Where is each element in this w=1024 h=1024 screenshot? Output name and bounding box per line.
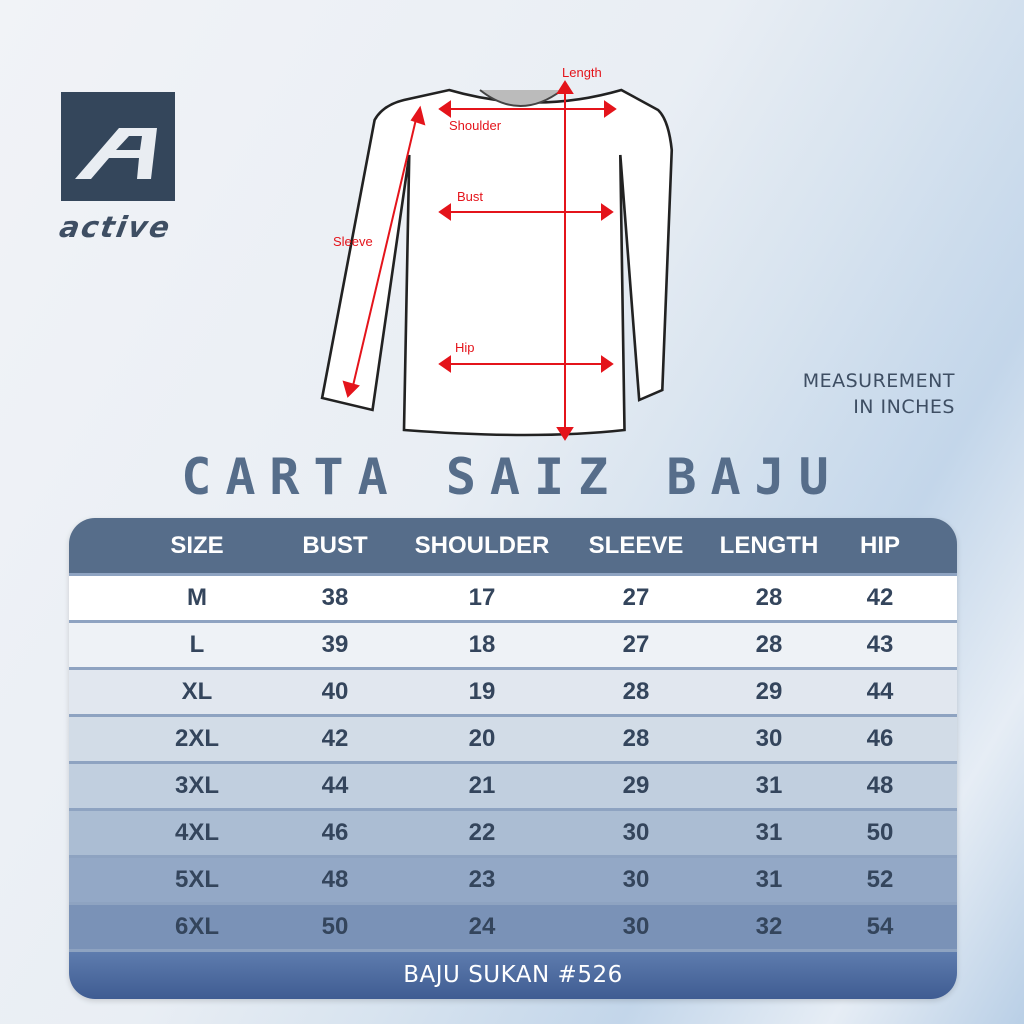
table-row: 5XL 48 23 30 31 52 [69,858,957,905]
table-row-cell: 39 [321,631,349,658]
table-row-cell: 18 [468,631,496,658]
table-header-cell: SIZE [170,531,224,559]
table-row-cell: 38 [321,584,349,611]
table-row-cell: 44 [321,772,349,799]
table-row-cell: 2XL [174,725,220,752]
table-row-cell: 30 [622,866,650,893]
table-row-cell: 44 [866,678,894,705]
table-row: XL 40 19 28 29 44 [69,670,957,717]
brand-name: ACTIVE [57,210,175,244]
table-row-cell: 28 [755,584,783,611]
table-row-cell: 17 [468,584,496,611]
table-row-cell: 22 [468,819,496,846]
table-row-cell: 48 [866,772,894,799]
table-row-cell: 27 [622,631,650,658]
table-row: L 39 18 27 28 43 [69,623,957,670]
sleeve-label: Sleeve [333,234,373,249]
table-row-cell: 29 [755,678,783,705]
table-row-cell: 27 [622,584,650,611]
table-row-cell: 21 [468,772,496,799]
table-row-cell: 31 [755,866,783,893]
table-row-cell: 30 [755,725,783,752]
table-row-cell: 43 [866,631,894,658]
measurement-note-line2: IN INCHES [853,396,955,418]
table-row-cell: 54 [866,913,894,940]
table-row-cell: 46 [321,819,349,846]
table-row-cell: 5XL [174,866,220,893]
table-row-cell: 19 [468,678,496,705]
table-row-cell: 28 [755,631,783,658]
table-row: 2XL 42 20 28 30 46 [69,717,957,764]
table-row-cell: 31 [755,772,783,799]
table-row-cell: 20 [468,725,496,752]
table-row-cell: M [187,584,207,611]
measurement-note: MEASUREMENT IN INCHES [803,368,955,420]
table-row: M 38 17 27 28 42 [69,576,957,623]
table-row-cell: 42 [321,725,349,752]
table-row-cell: 24 [468,913,496,940]
table-row-cell: 31 [755,819,783,846]
table-row-cell: 50 [866,819,894,846]
table-row-cell: L [189,631,205,658]
table-row-cell: 3XL [174,772,220,799]
table-row-cell: 46 [866,725,894,752]
table-row-cell: 30 [622,913,650,940]
table-header-cell: HIP [859,531,901,559]
table-row-cell: 4XL [174,819,220,846]
table-row: 4XL 46 22 30 31 50 [69,811,957,858]
size-table: BAJU SUKAN #526 SIZE BUST SHOULDER SLEEVE LE… [69,518,957,999]
table-header-cell: SLEEVE [588,531,684,559]
table-row-cell: 28 [622,678,650,705]
table-row-cell: 30 [622,819,650,846]
measurement-note-line1: MEASUREMENT [802,370,955,392]
table-row-cell: 40 [321,678,349,705]
table-row-cell: 32 [755,913,783,940]
table-header-cell: LENGTH [719,531,819,559]
table-header-cell: SHOULDER [414,531,550,559]
table-row: 6XL 50 24 30 32 54 [69,905,957,952]
shoulder-label: Shoulder [449,118,502,133]
table-row-cell: 23 [468,866,496,893]
table-row-cell: 6XL [174,913,220,940]
table-row-cell: 50 [321,913,349,940]
table-footer: BAJU SUKAN #526 [69,952,957,999]
bust-label: Bust [457,189,484,204]
table-row-cell: 52 [866,866,894,893]
table-row-cell: 28 [622,725,650,752]
letter-a-logo-icon [75,128,157,179]
measurement-arrows [342,80,617,441]
shirt-diagram [320,80,674,441]
page-title: CARTA SAIZ BAJU [181,448,843,506]
table-row: 3XL 44 21 29 31 48 [69,764,957,811]
table-header-cell: BUST [302,531,368,559]
table-row-cell: 42 [866,584,894,611]
table-row-cell: 29 [622,772,650,799]
table-row-cell: XL [181,678,213,705]
length-label: Length [562,65,602,80]
arrow-head [556,80,574,94]
table-row-cell: 48 [321,866,349,893]
brand-logo [61,92,175,201]
hip-label: Hip [455,340,475,355]
table-header: SIZE BUST SHOULDER SLEEVE LENGTH HIP [69,518,957,576]
